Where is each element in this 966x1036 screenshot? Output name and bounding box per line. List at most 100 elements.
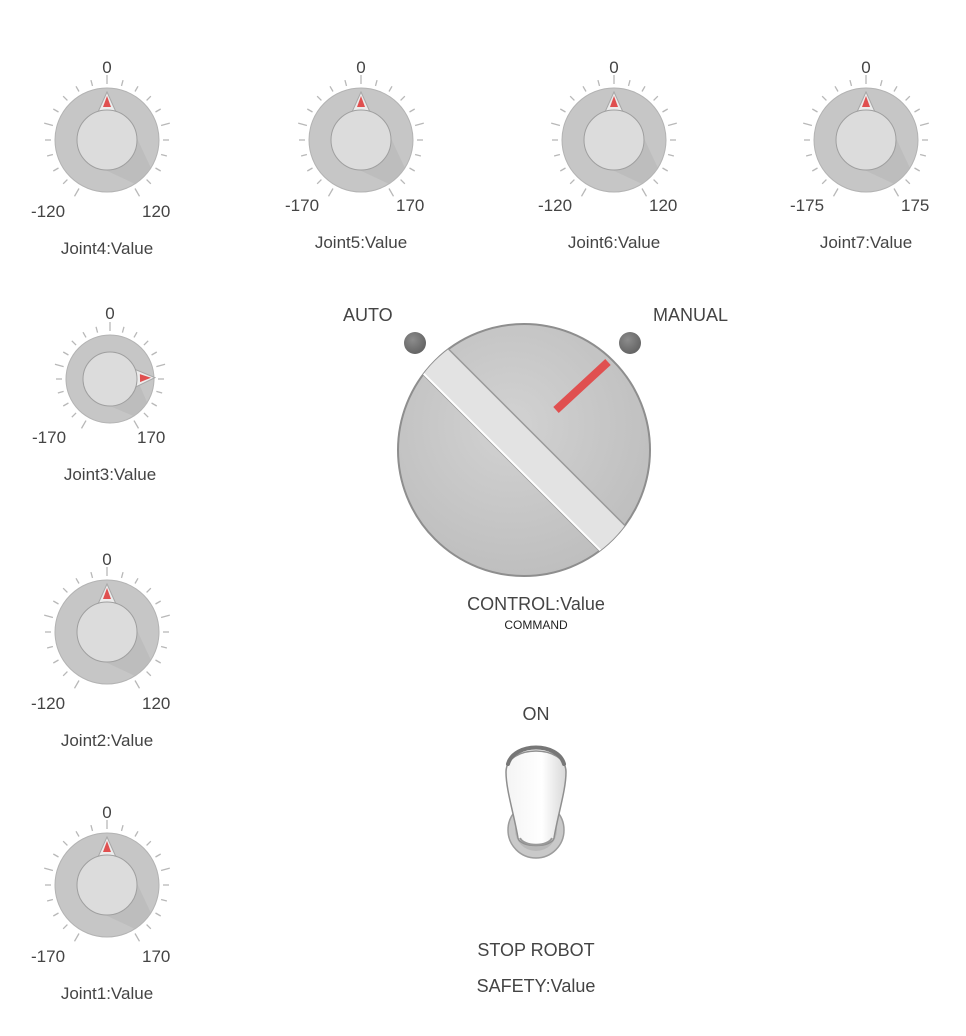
scale-tick	[298, 122, 308, 127]
safety-caption: SAFETY:Value	[476, 976, 596, 996]
joint2-dial[interactable]	[32, 550, 182, 710]
joint4-dial[interactable]	[32, 58, 182, 218]
scale-tick	[156, 390, 163, 394]
scale-tick	[919, 153, 927, 157]
scale-tick	[803, 122, 813, 127]
scale-tick	[155, 659, 162, 664]
scale-tick	[44, 122, 54, 127]
scale-tick	[811, 167, 818, 172]
scale-tick	[569, 95, 575, 101]
control-dial[interactable]	[396, 322, 652, 578]
scale-tick	[160, 614, 170, 619]
scale-tick	[155, 167, 162, 172]
joint6-max-label: 120	[649, 196, 678, 215]
scale-tick	[821, 179, 827, 185]
scale-tick	[134, 680, 141, 689]
scale-tick	[73, 933, 80, 942]
joint6-min-label: -120	[538, 196, 573, 215]
joint5-knob[interactable]: 0 -170 170 Joint5:Value	[285, 58, 436, 258]
scale-tick	[551, 122, 561, 127]
control-selector[interactable]	[396, 322, 652, 578]
joint4-knob[interactable]: 0 -120 120 Joint4:Value	[31, 58, 182, 258]
scale-tick	[400, 95, 406, 101]
scale-tick	[329, 85, 334, 92]
joint3-dial[interactable]	[35, 304, 185, 464]
scale-tick	[582, 85, 587, 92]
manual-label: MANUAL	[653, 305, 729, 325]
knob-cap	[76, 109, 138, 171]
safety-on-label: ON	[522, 704, 550, 724]
joint4-min-label: -120	[31, 202, 66, 221]
scale-tick	[143, 412, 149, 418]
scale-tick	[160, 867, 170, 872]
scale-tick	[155, 108, 162, 113]
scale-tick	[90, 824, 94, 832]
scale-tick	[134, 830, 139, 837]
scale-tick	[133, 420, 140, 429]
joint1-caption: Joint1:Value	[60, 984, 154, 1003]
joint7-max-label: 175	[901, 196, 930, 215]
knob-cap	[835, 109, 897, 171]
scale-tick	[133, 331, 138, 338]
joint7-dial[interactable]	[791, 58, 941, 218]
scale-tick	[155, 853, 162, 858]
pointer-indicator	[610, 96, 618, 107]
joint1-max-label: 170	[142, 947, 171, 966]
pointer-indicator	[862, 96, 870, 107]
pointer-indicator	[103, 588, 111, 599]
scale-tick	[90, 79, 94, 87]
scale-tick	[151, 351, 158, 356]
scale-tick	[46, 898, 54, 902]
scale-tick	[121, 326, 125, 333]
scale-tick	[559, 167, 566, 172]
scale-tick	[849, 79, 853, 87]
scale-tick	[146, 924, 152, 930]
toggle-switch-icon[interactable]	[498, 734, 574, 864]
safety-toggle[interactable]	[498, 734, 574, 864]
scale-tick	[627, 79, 631, 87]
scale-tick	[306, 108, 313, 113]
pointer-indicator	[357, 96, 365, 107]
joint4-max-label: 120	[142, 202, 171, 221]
joint1-knob[interactable]: 0 -170 170 Joint1:Value	[31, 803, 182, 1003]
scale-tick	[662, 108, 669, 113]
scale-tick	[146, 840, 152, 846]
scale-tick	[409, 108, 416, 113]
joint1-dial[interactable]	[32, 803, 182, 963]
joint3-knob[interactable]: 0 -170 170 Joint3:Value	[32, 304, 185, 494]
scale-tick	[71, 340, 77, 346]
scale-tick	[52, 167, 59, 172]
scale-tick	[306, 167, 313, 172]
scale-tick	[893, 85, 898, 92]
joint7-top-label: 0	[861, 58, 871, 77]
scale-tick	[52, 853, 59, 858]
joint6-knob[interactable]: 0 -120 120 Joint6:Value	[538, 58, 689, 258]
scale-tick	[553, 153, 561, 157]
scale-tick	[52, 108, 59, 113]
joint7-knob[interactable]: 0 -175 175 Joint7:Value	[790, 58, 941, 258]
joint2-top-label: 0	[102, 550, 112, 569]
joint6-dial[interactable]	[539, 58, 689, 218]
joint5-dial[interactable]	[286, 58, 436, 218]
scale-tick	[667, 153, 675, 157]
scale-tick	[641, 85, 646, 92]
scale-tick	[62, 840, 68, 846]
scale-tick	[73, 680, 80, 689]
joint3-caption: Joint3:Value	[63, 465, 157, 484]
auto-label: AUTO	[343, 305, 393, 325]
scale-tick	[146, 95, 152, 101]
scale-tick	[653, 179, 659, 185]
scale-tick	[134, 85, 139, 92]
joint1-top-label: 0	[102, 803, 112, 822]
scale-tick	[57, 390, 64, 394]
scale-tick	[146, 179, 152, 185]
scale-tick	[919, 122, 929, 127]
scale-tick	[834, 85, 839, 92]
scale-tick	[388, 85, 393, 92]
control-caption: CONTROL:Value	[467, 594, 605, 614]
scale-tick	[134, 933, 141, 942]
scale-tick	[62, 402, 69, 407]
joint2-knob[interactable]: 0 -120 120 Joint2:Value	[31, 550, 182, 750]
scale-tick	[667, 122, 677, 127]
scale-tick	[54, 363, 64, 368]
